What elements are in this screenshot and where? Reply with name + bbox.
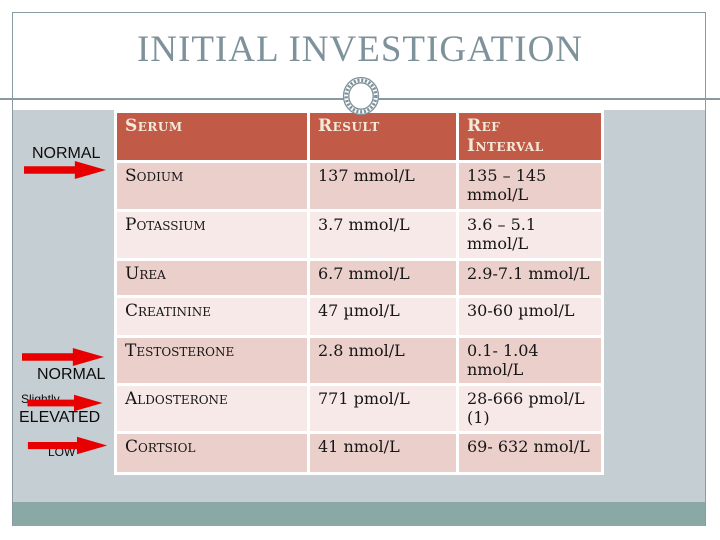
ref-interval: 2.9-7.1 mmol/L: [459, 260, 601, 295]
ref-interval: 135 – 145 mmol/L: [459, 162, 601, 209]
ref-interval: 28-666 pmol/L (1): [459, 385, 601, 431]
serum-name: Creatinine: [117, 297, 307, 335]
table-header-row: Serum Result Ref Interval: [117, 113, 601, 160]
serum-name: Urea: [117, 260, 307, 295]
result-value: 41 nmol/L: [310, 433, 456, 472]
result-value: 6.7 mmol/L: [310, 260, 456, 295]
column-header-result: Result: [310, 113, 456, 160]
table-row-testosterone: Testosterone 2.8 nmol/L 0.1- 1.04 nmol/L: [117, 337, 601, 383]
table-row-urea: Urea 6.7 mmol/L 2.9-7.1 mmol/L: [117, 260, 601, 295]
annotation-normal-sodium-label: NORMAL: [32, 145, 101, 162]
table-row-creatinine: Creatinine 47 µmol/L 30-60 µmol/L: [117, 297, 601, 335]
ref-interval: 69- 632 nmol/L: [459, 433, 601, 472]
bottom-accent-band: [13, 502, 705, 526]
column-header-serum: Serum: [117, 113, 307, 160]
red-arrow-icon: [27, 394, 103, 412]
serum-name: Sodium: [117, 162, 307, 209]
table-row-potassium: Potassium 3.7 mmol/L 3.6 – 5.1 mmol/L: [117, 211, 601, 258]
column-header-ref: Ref Interval: [459, 113, 601, 160]
serum-name: Potassium: [117, 211, 307, 258]
serum-name: Testosterone: [117, 337, 307, 383]
serum-name: Aldosterone: [117, 385, 307, 431]
result-value: 2.8 nmol/L: [310, 337, 456, 383]
ref-interval: 3.6 – 5.1 mmol/L: [459, 211, 601, 258]
red-arrow-icon: [27, 436, 108, 455]
table-row-sodium: Sodium 137 mmol/L 135 – 145 mmol/L: [117, 162, 601, 209]
result-value: 137 mmol/L: [310, 162, 456, 209]
circle-ornament-icon: [342, 76, 380, 116]
page-title: INITIAL INVESTIGATION: [136, 29, 584, 70]
lab-results-table: Serum Result Ref Interval Sodium 137 mmo…: [114, 110, 604, 475]
annotation-normal-testosterone-label: NORMAL: [37, 366, 106, 383]
ref-interval: 0.1- 1.04 nmol/L: [459, 337, 601, 383]
red-arrow-icon: [24, 160, 106, 180]
result-value: 3.7 mmol/L: [310, 211, 456, 258]
table-row-aldosterone: Aldosterone 771 pmol/L 28-666 pmol/L (1): [117, 385, 601, 431]
serum-name: Cortsiol: [117, 433, 307, 472]
result-value: 771 pmol/L: [310, 385, 456, 431]
ref-interval: 30-60 µmol/L: [459, 297, 601, 335]
result-value: 47 µmol/L: [310, 297, 456, 335]
red-arrow-icon: [22, 347, 104, 367]
table-row-cortsiol: Cortsiol 41 nmol/L 69- 632 nmol/L: [117, 433, 601, 472]
annotation-elevated-label: ELEVATED: [19, 409, 101, 426]
